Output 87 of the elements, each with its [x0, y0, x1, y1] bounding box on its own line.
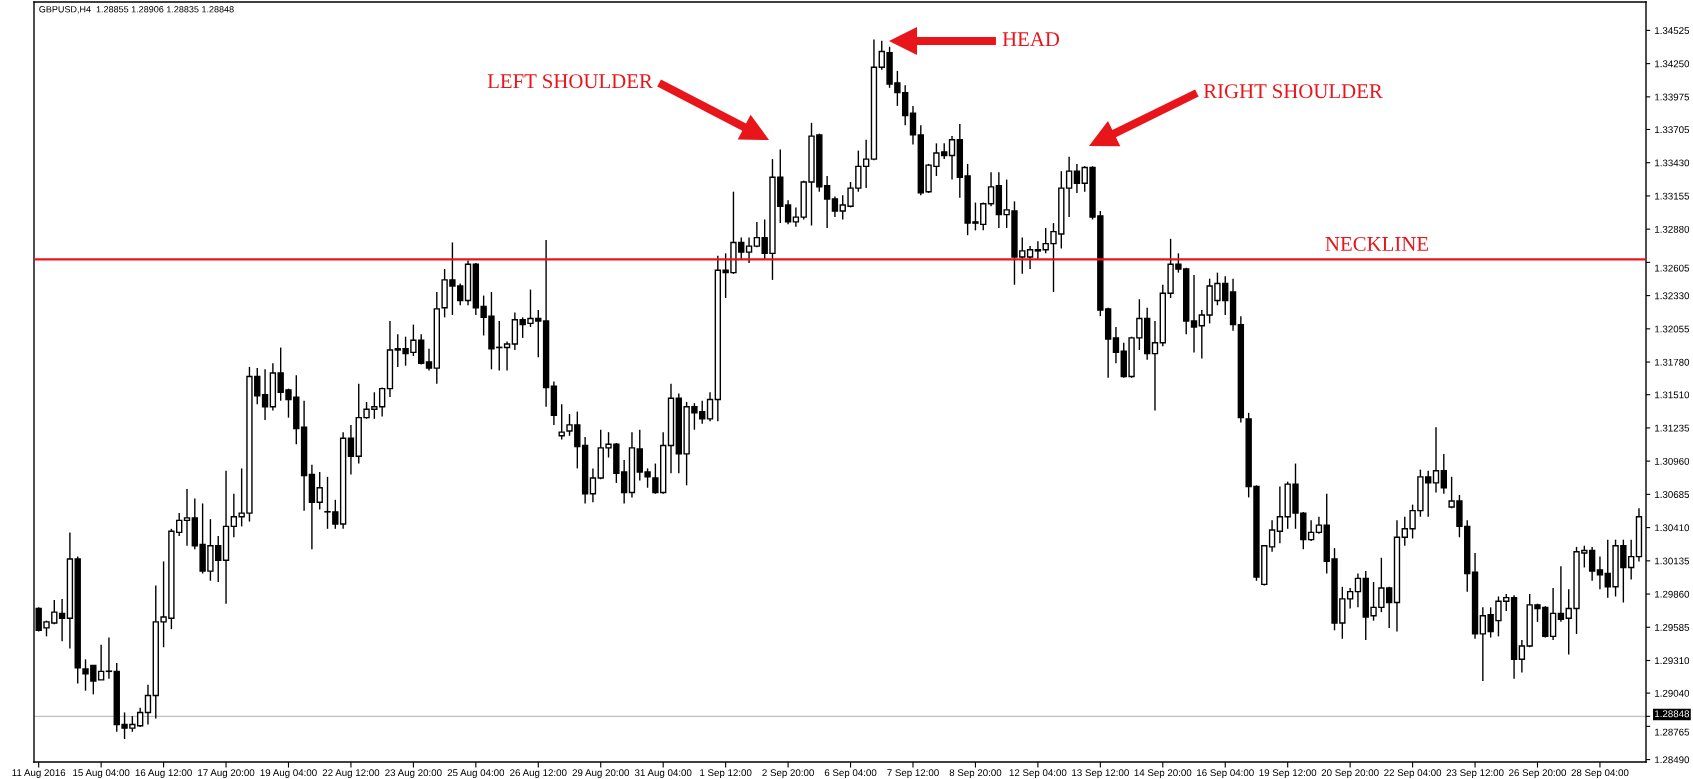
candlestick — [948, 135, 956, 181]
x-tick-label: 26 Aug 12:00 — [510, 769, 567, 779]
x-tick-label: 12 Sep 04:00 — [1009, 769, 1067, 779]
candlestick — [792, 206, 800, 228]
candlestick — [1112, 326, 1120, 364]
candlestick — [909, 105, 917, 146]
x-tick-label: 16 Aug 12:00 — [135, 769, 192, 779]
x-tick-label: 26 Sep 20:00 — [1509, 769, 1567, 779]
candlestick — [316, 471, 323, 511]
candlestick — [503, 340, 511, 372]
candlestick — [706, 391, 714, 422]
x-tick-label: 17 Aug 20:00 — [198, 769, 255, 779]
x-tick-label: 25 Aug 04:00 — [447, 769, 505, 779]
candlestick — [1307, 519, 1315, 542]
y-tick-label: 1.33155 — [1655, 192, 1690, 200]
annotation: LEFT SHOULDER — [487, 74, 653, 89]
candlestick — [1151, 320, 1159, 412]
x-tick-label: 16 Sep 04:00 — [1197, 769, 1254, 779]
candlestick — [105, 636, 113, 680]
x-tick-label: 7 Sep 12:00 — [887, 769, 939, 779]
x-tick-label: 8 Sep 20:00 — [949, 769, 1002, 779]
y-tick-label: 1.32055 — [1655, 325, 1690, 333]
x-tick-label: 31 Aug 04:00 — [634, 769, 692, 779]
x-tick-label: 23 Aug 20:00 — [385, 769, 442, 779]
candlestick — [347, 424, 355, 476]
x-tick-label: 1 Sep 12:00 — [700, 769, 752, 779]
y-tick-label: 1.32330 — [1655, 292, 1690, 300]
y-tick-label: 1.30135 — [1655, 557, 1690, 565]
y-tick-label: 1.34525 — [1655, 27, 1690, 35]
candlestick — [745, 236, 753, 264]
x-tick-label: 2 Sep 20:00 — [762, 769, 814, 779]
candlestick — [261, 368, 269, 421]
candlestick — [1557, 565, 1565, 623]
candlestick — [831, 195, 839, 218]
x-tick-label: 19 Aug 04:00 — [260, 769, 317, 779]
y-tick-label: 1.34250 — [1655, 60, 1690, 68]
y-tick-label: 1.29860 — [1655, 590, 1690, 598]
x-tick-label: 11 Aug 2016 — [12, 769, 66, 779]
candlestick — [183, 488, 191, 547]
y-tick-label: 1.30960 — [1655, 457, 1690, 465]
annotation: RIGHT SHOULDER — [1203, 84, 1383, 99]
x-tick-label: 14 Sep 20:00 — [1134, 769, 1192, 779]
ref-line-label: NECKLINE — [1325, 236, 1429, 251]
y-tick-label: 1.33705 — [1655, 126, 1690, 134]
x-tick-label: 6 Sep 04:00 — [824, 769, 877, 779]
candlestick — [1596, 555, 1604, 590]
y-tick-label: 1.32880 — [1655, 225, 1690, 233]
x-tick-label: 20 Sep 20:00 — [1321, 769, 1379, 779]
y-tick-label: 1.33975 — [1655, 93, 1690, 101]
y-tick-label: 1.31510 — [1655, 391, 1690, 399]
candlestick — [1026, 245, 1034, 270]
y-tick-label: 1.33430 — [1655, 159, 1690, 167]
candlestick — [58, 598, 66, 642]
x-tick-label: 19 Sep 12:00 — [1259, 769, 1317, 779]
candlestick — [1034, 240, 1042, 261]
x-tick-label: 13 Sep 12:00 — [1072, 769, 1129, 779]
x-tick-label: 28 Sep 04:00 — [1571, 769, 1629, 779]
annotation: HEAD — [1002, 32, 1060, 47]
candlestick — [1073, 163, 1081, 194]
candlestick — [784, 199, 792, 226]
candlestick — [1549, 587, 1557, 641]
candlestick — [1354, 572, 1362, 609]
candlestick — [144, 683, 152, 726]
candlestick — [1432, 426, 1440, 494]
y-tick-label: 1.28765 — [1655, 728, 1690, 736]
candlestick — [1268, 519, 1276, 553]
y-tick-label: 1.31780 — [1655, 358, 1690, 366]
y-tick-label: 1.31235 — [1655, 424, 1690, 432]
y-tick-label: 1.30685 — [1655, 491, 1690, 498]
x-tick-label: 22 Aug 12:00 — [322, 769, 380, 779]
candlestick — [1440, 453, 1448, 495]
y-tick-label: 1.29585 — [1655, 624, 1690, 631]
candlestick — [589, 467, 597, 503]
x-tick-label: 29 Aug 20:00 — [572, 769, 630, 779]
y-tick-label: 1.28848 — [1655, 710, 1690, 718]
candlestick — [1190, 274, 1198, 354]
x-tick-label: 15 Aug 04:00 — [73, 769, 130, 779]
y-tick-label: 1.29310 — [1655, 657, 1690, 665]
candlestick — [425, 348, 433, 372]
y-tick-label: 1.32605 — [1655, 264, 1690, 272]
y-tick-label: 1.30410 — [1655, 524, 1690, 532]
y-tick-label: 1.28490 — [1655, 756, 1690, 764]
x-tick-label: 23 Sep 12:00 — [1446, 769, 1504, 779]
y-tick-label: 1.29040 — [1655, 689, 1690, 697]
chart-title: GBPUSD,H4 1.28855 1.28906 1.28835 1.28848 — [39, 6, 234, 14]
candlestick — [987, 171, 995, 207]
x-tick-label: 22 Sep 04:00 — [1384, 769, 1442, 779]
